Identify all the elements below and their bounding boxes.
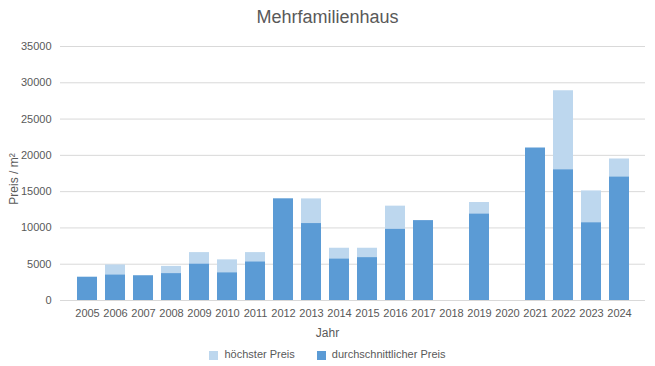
svg-text:2024: 2024	[607, 307, 631, 319]
svg-text:2013: 2013	[299, 307, 323, 319]
svg-text:2009: 2009	[187, 307, 211, 319]
html-text:Mehrfamilienhaus: Mehrfamilienhaus	[256, 7, 399, 27]
svg-text:2011: 2011	[244, 307, 268, 319]
html-text:Preis / m²: Preis / m²	[7, 153, 21, 205]
svg-text:35000: 35000	[21, 40, 52, 52]
svg-text:2018: 2018	[439, 307, 463, 319]
svg-text:2006: 2006	[103, 307, 127, 319]
svg-text:2022: 2022	[551, 307, 575, 319]
html-text:höchster Preis: höchster Preis	[224, 348, 295, 360]
svg-text:2023: 2023	[579, 307, 603, 319]
svg-text:2008: 2008	[159, 307, 183, 319]
svg-text:20000: 20000	[21, 149, 52, 161]
svg-text:15000: 15000	[21, 185, 52, 197]
svg-text:10000: 10000	[21, 221, 52, 233]
svg-text:2020: 2020	[495, 307, 519, 319]
html-text:Jahr: Jahr	[315, 326, 340, 340]
svg-text:2007: 2007	[131, 307, 155, 319]
svg-text:2015: 2015	[355, 307, 379, 319]
html-text:durchschnittlicher Preis: durchschnittlicher Preis	[331, 348, 446, 360]
svg-text:2021: 2021	[523, 307, 547, 319]
svg-text:2019: 2019	[467, 307, 491, 319]
svg-text:2010: 2010	[215, 307, 239, 319]
svg-text:30000: 30000	[21, 76, 52, 88]
svg-text:5000: 5000	[27, 258, 51, 270]
svg-text:2016: 2016	[383, 307, 407, 319]
svg-text:25000: 25000	[21, 113, 52, 125]
svg-text:0: 0	[45, 294, 51, 306]
svg-text:2012: 2012	[271, 307, 295, 319]
svg-text:2005: 2005	[75, 307, 99, 319]
svg-text:2017: 2017	[411, 307, 435, 319]
svg-text:2014: 2014	[327, 307, 351, 319]
